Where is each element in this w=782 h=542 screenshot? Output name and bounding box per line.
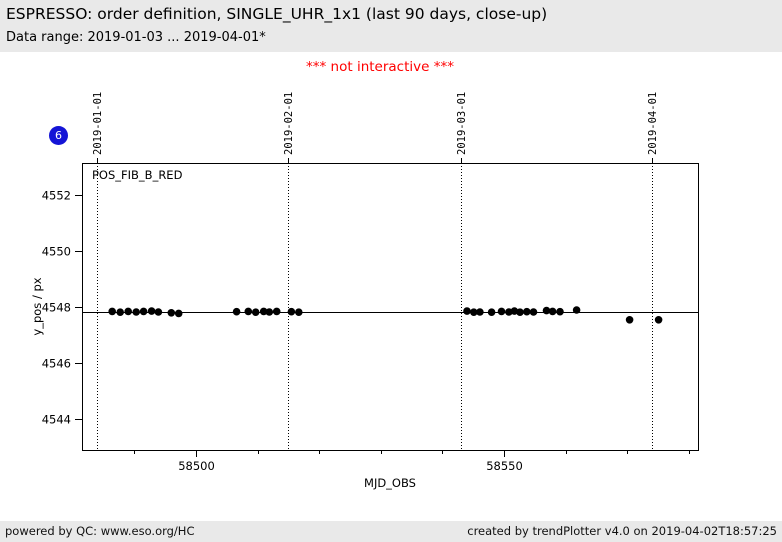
- data-point: [487, 308, 496, 317]
- y-tick-label: 4546: [42, 357, 71, 371]
- x-axis-label: MJD_OBS: [364, 476, 416, 490]
- data-point: [287, 307, 296, 316]
- data-point: [244, 307, 253, 316]
- footer-credit-plotter: created by trendPlotter v4.0 on 2019-04-…: [467, 524, 777, 538]
- data-point: [154, 308, 163, 316]
- y-tick-label: 4550: [42, 245, 71, 259]
- data-point: [232, 307, 241, 316]
- data-point: [542, 306, 551, 315]
- data-point: [147, 307, 156, 315]
- data-point: [251, 308, 260, 317]
- data-point: [523, 307, 531, 316]
- data-point: [625, 316, 634, 324]
- y-tick-label: 4552: [42, 189, 71, 203]
- data-point: [167, 309, 176, 317]
- data-point: [139, 307, 148, 316]
- page-header: ESPRESSO: order definition, SINGLE_UHR_1…: [0, 0, 782, 52]
- series-label: POS_FIB_B_RED: [92, 168, 183, 182]
- data-point: [174, 309, 183, 318]
- month-label: 2019-04-01: [647, 92, 659, 155]
- data-point: [463, 307, 471, 315]
- x-tick-label: 58500: [178, 459, 215, 473]
- footer-credit-qc: powered by QC: www.eso.org/HC: [5, 524, 195, 538]
- data-point: [132, 308, 140, 316]
- page-title: ESPRESSO: order definition, SINGLE_UHR_1…: [6, 5, 548, 23]
- page-footer: powered by QC: www.eso.org/HC created by…: [0, 521, 782, 542]
- month-label: 2019-01-01: [92, 92, 104, 155]
- y-tick-label: 4544: [42, 413, 71, 427]
- data-point: [272, 307, 281, 316]
- data-point: [470, 308, 478, 317]
- data-point: [295, 308, 303, 317]
- data-point: [259, 307, 268, 316]
- data-point: [556, 307, 564, 316]
- data-point: [124, 307, 132, 316]
- data-point: [476, 308, 484, 316]
- data-point: [548, 307, 557, 316]
- data-point: [116, 308, 124, 317]
- data-point: [497, 307, 506, 316]
- x-tick-label: 58550: [486, 459, 523, 473]
- month-label: 2019-03-01: [456, 92, 468, 155]
- y-tick-label: 4548: [42, 301, 71, 315]
- data-point: [265, 308, 274, 316]
- data-point: [108, 307, 116, 316]
- plot-number-badge[interactable]: 6: [49, 126, 68, 145]
- data-point: [654, 316, 663, 324]
- data-point: [572, 306, 581, 314]
- month-label: 2019-02-01: [283, 92, 295, 155]
- y-axis-label: y_pos / px: [30, 277, 44, 335]
- data-range-subtitle: Data range: 2019-01-03 ... 2019-04-01*: [6, 30, 266, 45]
- data-point: [529, 308, 538, 316]
- plot-frame: [82, 163, 699, 451]
- not-interactive-notice: *** not interactive ***: [306, 59, 454, 75]
- data-point: [516, 308, 524, 317]
